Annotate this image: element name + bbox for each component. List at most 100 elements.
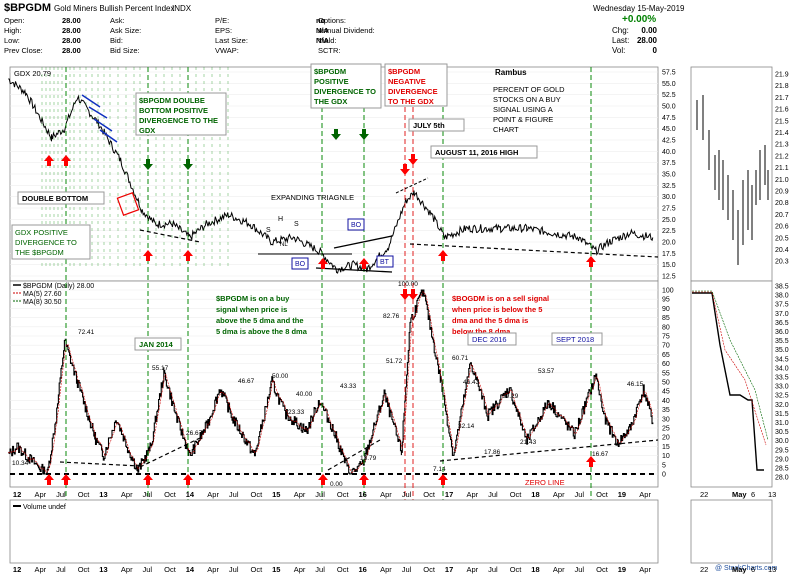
y-tick-label: 90 [662, 306, 670, 313]
buy-note: $BPGDM is on a buy signal when price is ab… [216, 294, 308, 336]
quote-fields: Open: 28.00 High: 28.00 Low: 28.00 Prev Close:… [4, 16, 375, 55]
volume-side-area [690, 499, 773, 564]
legend-ma8: MA(8) 30.50 [23, 299, 62, 306]
side-y-tick: 21.9 [775, 72, 789, 79]
peak-label: 46.43 [463, 379, 480, 386]
y-tick-label: 35.0 [662, 172, 676, 179]
vol-value: 0 [653, 46, 658, 55]
quote-field-value: 28.00 [62, 26, 81, 35]
side-y-tick: 21.0 [775, 177, 789, 184]
hs-h: H [278, 216, 283, 223]
lower-side-y-tick: 33.0 [775, 384, 789, 391]
x-tick-label-bottom: Apr [121, 565, 133, 574]
note-line: POSITIVE [314, 77, 349, 86]
note-line: CHART [493, 125, 519, 134]
y-tick-label: 100 [662, 288, 674, 295]
note-line: $BPGDM [388, 67, 420, 76]
lower-side-y-tick: 37.5 [775, 302, 789, 309]
peak-label: 7.14 [433, 466, 446, 473]
lower-side-y-tick: 34.5 [775, 356, 789, 363]
lower-trend-3 [327, 439, 381, 471]
x-tick-label: Apr [121, 490, 133, 499]
lower-panel: 1009590858075706560555045403530252015105… [8, 280, 789, 488]
trendline-3 [395, 177, 429, 194]
x-tick-label: Apr [639, 490, 651, 499]
y-tick-label: 40.0 [662, 149, 676, 156]
note-line: $BOGDM is on a sell signal [452, 294, 549, 303]
upper-y-ticks: 57.5 55.0 52.5 50.0 47.5 45.0 42.5 40.0 37.5 35.0… [662, 70, 676, 281]
peak-label: 13.79 [360, 455, 377, 462]
note-line: DIVERGENCE TO THE [139, 116, 218, 125]
up-arrow-icon [318, 258, 328, 269]
y-tick-label: 85 [662, 315, 670, 322]
down-arrow-icon [400, 164, 410, 175]
note-line: dma and the 5 dma is [452, 316, 528, 325]
lower-side-y-tick: 36.5 [775, 320, 789, 327]
peak-label: 50.00 [272, 373, 289, 380]
signal-arrows [44, 129, 596, 485]
peak-label: 26.67 [186, 430, 203, 437]
bt-label: BT [380, 259, 390, 266]
x-tick-label-bottom: 15 [272, 565, 280, 574]
y-tick-label: 10 [662, 453, 670, 460]
change-pct: +0.00% [622, 14, 656, 25]
quote-field-label: Prev Close: [4, 46, 43, 55]
y-tick-label: 15.0 [662, 262, 676, 269]
hs-s1: S [266, 227, 271, 234]
gdx-legend: GDX 20.79 [14, 69, 51, 78]
up-arrow-icon [438, 474, 448, 485]
symbol-title: $BPGDM [4, 2, 51, 14]
up-arrow-icon [61, 474, 71, 485]
lower-side-y-tick: 37.0 [775, 311, 789, 318]
y-tick-label: 5 [662, 462, 666, 469]
side-x-label-6: May [732, 565, 747, 574]
y-tick-label: 95 [662, 297, 670, 304]
double-bottom-box [17, 191, 105, 205]
peak-label: 43.33 [340, 383, 357, 390]
peak-label: 55.17 [152, 365, 169, 372]
x-tick-label-bottom: 17 [445, 565, 453, 574]
sept2018-box [551, 332, 603, 346]
aug11-box [430, 145, 538, 159]
side-y-tick: 20.6 [775, 224, 789, 231]
quote-field-value: 28.00 [62, 36, 81, 45]
zero-line-label: ZERO LINE [525, 478, 565, 487]
quote-field-label: VWAP: [215, 46, 239, 55]
last-label: Last: [612, 36, 629, 45]
date-label: Wednesday 15-May-2019 [593, 4, 685, 13]
triangle-bottom [315, 267, 393, 273]
bo2-box [347, 218, 365, 231]
x-tick-label: Oct [337, 490, 350, 499]
peak-label: 16.67 [592, 451, 609, 458]
bt-box [376, 255, 394, 268]
volume-plot-area [9, 499, 659, 564]
side-x-label-3: 6 [751, 490, 755, 499]
channel-line-1 [81, 94, 101, 108]
chg-value: 0.00 [641, 26, 657, 35]
y-tick-label: 20 [662, 435, 670, 442]
x-tick-label-bottom: 16 [359, 565, 367, 574]
x-tick-label-bottom: Jul [488, 565, 498, 574]
y-tick-label: 52.5 [662, 92, 676, 99]
side-y-tick: 20.5 [775, 235, 789, 242]
side-y-tick: 20.4 [775, 247, 789, 254]
up-arrow-icon [61, 155, 71, 166]
lower-side-y-tick: 32.5 [775, 393, 789, 400]
peak-label: 53.57 [538, 368, 555, 375]
note-line: STOCKS ON A BUY [493, 95, 561, 104]
x-tick-label: Oct [251, 490, 264, 499]
x-tick-label: Jul [143, 490, 153, 499]
y-tick-label: 35 [662, 407, 670, 414]
x-tick-label-bottom: Apr [35, 565, 47, 574]
quote-field-label: Options: [318, 16, 346, 25]
legend-ma5: MA(5) 27.60 [23, 291, 62, 298]
x-tick-label-bottom: 13 [99, 565, 107, 574]
lower-side-y-tick: 34.0 [775, 365, 789, 372]
x-tick-label: 12 [13, 490, 21, 499]
triangle-top [333, 235, 393, 249]
side-y-ticks: 21.9 21.8 21.7 21.6 21.5 21.4 21.3 21.2 21.1 21.0… [775, 72, 789, 266]
lower-side-y-tick: 30.0 [775, 438, 789, 445]
